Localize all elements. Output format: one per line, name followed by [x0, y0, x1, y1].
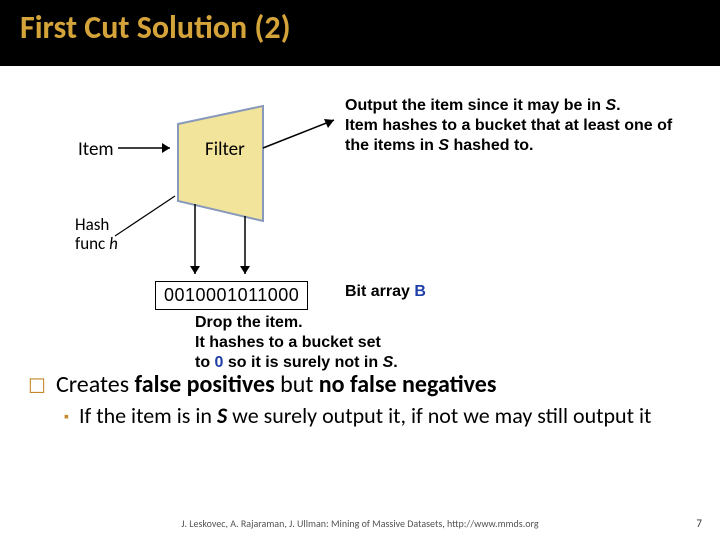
title-bar: First Cut Solution (2)	[0, 0, 720, 66]
drop-line3a: to	[195, 354, 215, 371]
slide-title: First Cut Solution (2)	[20, 8, 700, 47]
drop-line3-end: .	[393, 354, 397, 371]
drop-line2: It hashes to a bucket set	[195, 334, 381, 351]
output-end2: hashed to.	[449, 137, 533, 154]
bullet-mid: but	[275, 370, 319, 399]
output-end1: .	[616, 97, 620, 114]
output-text-1: Output the item since it may be in	[345, 97, 605, 114]
bullet-section: ☐ Creates false positives but no false n…	[28, 370, 688, 429]
sub-s: S	[217, 402, 227, 429]
hash-line2: func	[75, 233, 109, 254]
arrow-filter-bit2-head	[240, 266, 250, 274]
arrow-filter-bit1-head	[190, 266, 200, 274]
sub-bullet-square-icon: ▪	[64, 409, 69, 426]
drop-line3b: so it is surely not in	[223, 354, 382, 371]
bullet-square-icon: ☐	[28, 374, 46, 399]
main-bullet-text: Creates false positives but no false neg…	[56, 370, 496, 399]
bit-array-box: 0010001011000	[155, 281, 308, 310]
hash-func-label: Hash func h	[75, 216, 118, 253]
sub-rest: we surely output it, if not we may still…	[227, 402, 651, 429]
bullet-nofn: no false negatives	[319, 370, 497, 399]
main-bullet: ☐ Creates false positives but no false n…	[28, 370, 688, 399]
filter-shape	[178, 106, 263, 221]
bullet-prefix: Creates	[56, 370, 135, 399]
output-s2: S	[438, 137, 449, 154]
sub-prefix: If the item is in	[79, 402, 217, 429]
footer-citation: J. Leskovec, A. Rajaraman, J. Ullman: Mi…	[0, 517, 720, 530]
bitarray-prefix: Bit array	[345, 283, 414, 300]
bitarray-b: B	[414, 283, 426, 300]
output-text: Output the item since it may be in S. It…	[345, 96, 675, 156]
drop-s: S	[383, 354, 394, 371]
bit-array-label: Bit array B	[345, 283, 426, 301]
diagram-area: Item Filter Output the item since it may…	[0, 76, 720, 366]
arrow-filter-output-line	[263, 120, 334, 148]
bullet-fp: false positives	[135, 370, 275, 399]
hash-h: h	[109, 233, 118, 254]
page-number: 7	[696, 517, 702, 530]
sub-bullet: ▪ If the item is in S we surely output i…	[64, 403, 688, 429]
drop-text: Drop the item. It hashes to a bucket set…	[195, 313, 398, 373]
drop-line1: Drop the item.	[195, 314, 303, 331]
filter-label: Filter	[205, 138, 245, 161]
output-s1: S	[605, 97, 616, 114]
item-label: Item	[78, 138, 114, 161]
arrow-item-filter-head	[162, 143, 170, 153]
hash-pointer	[115, 196, 175, 236]
sub-bullet-text: If the item is in S we surely output it,…	[79, 403, 651, 429]
